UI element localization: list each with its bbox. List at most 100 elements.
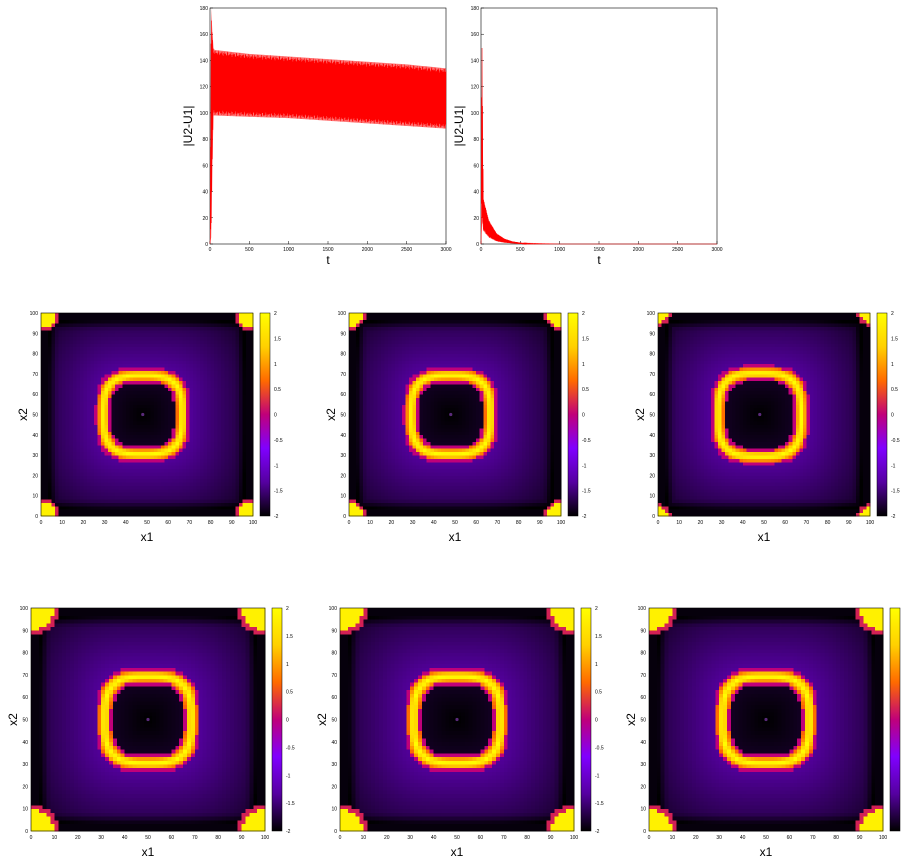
heatmap-cell: [200, 479, 204, 483]
heatmap-cell: [402, 475, 406, 479]
heatmap-cell: [391, 482, 395, 486]
heatmap-cell: [41, 357, 45, 361]
heatmap-cell: [59, 496, 63, 500]
heatmap-cell: [105, 482, 109, 486]
heatmap-cell: [66, 398, 70, 402]
heatmap-cell: [83, 448, 87, 452]
heatmap-cell: [370, 455, 374, 459]
heatmap-cell: [218, 337, 222, 341]
heatmap-cell: [391, 475, 395, 479]
heatmap-cell: [119, 465, 123, 469]
heatmap-cell: [214, 496, 218, 500]
heatmap-cell: [48, 469, 52, 473]
heatmap-cell: [133, 398, 137, 402]
heatmap-cell: [112, 465, 116, 469]
heatmap-cell: [189, 384, 193, 388]
heatmap-cell: [140, 509, 144, 513]
heatmap-cell: [175, 347, 179, 351]
heatmap-cell: [200, 506, 204, 510]
heatmap-cell: [398, 337, 402, 341]
heatmap-cell: [73, 421, 77, 425]
heatmap-cell: [416, 330, 420, 334]
heatmap-cell: [207, 350, 211, 354]
heatmap-cell: [207, 425, 211, 429]
heatmap-cell: [101, 354, 105, 358]
heatmap-cell: [129, 435, 133, 439]
heatmap-cell: [73, 313, 77, 317]
heatmap-cell: [214, 435, 218, 439]
y-tick-label: 0: [205, 242, 208, 248]
heatmap-cell: [140, 428, 144, 432]
heatmap-cell: [126, 360, 130, 364]
heatmap-cell: [239, 499, 243, 503]
heatmap-cell: [189, 347, 193, 351]
heatmap-cell: [182, 323, 186, 327]
heatmap-cell: [193, 428, 197, 432]
heatmap-cell: [388, 415, 392, 419]
heatmap-cell: [140, 398, 144, 402]
heatmap-cell: [228, 428, 232, 432]
heatmap-cell: [143, 509, 147, 513]
heatmap-cell: [80, 374, 84, 378]
heatmap-cell: [133, 469, 137, 473]
heatmap-cell: [356, 401, 360, 405]
heatmap-cell: [73, 486, 77, 490]
heatmap-cell: [196, 357, 200, 361]
heatmap-cell: [158, 421, 162, 425]
heatmap-cell: [45, 313, 49, 317]
heatmap-cell: [48, 398, 52, 402]
heatmap-cell: [94, 343, 98, 347]
heatmap-cell: [143, 374, 147, 378]
x-axis-label: t: [597, 253, 601, 267]
heatmap-cell: [98, 357, 102, 361]
x-tick-label: 40: [123, 520, 129, 526]
heatmap-cell: [108, 384, 112, 388]
heatmap-cell: [172, 428, 176, 432]
heatmap-cell: [112, 499, 116, 503]
heatmap-cell: [52, 374, 56, 378]
heatmap-cell: [381, 502, 385, 506]
heatmap-cell: [204, 421, 208, 425]
heatmap-cell: [374, 418, 378, 422]
heatmap-cell: [136, 431, 140, 435]
heatmap-cell: [225, 367, 229, 371]
heatmap-cell: [193, 408, 197, 412]
heatmap-cell: [416, 337, 420, 341]
heatmap-cell: [108, 330, 112, 334]
heatmap-cell: [189, 475, 193, 479]
heatmap-cell: [228, 337, 232, 341]
heatmap-cell: [207, 384, 211, 388]
heatmap-cell: [196, 411, 200, 415]
heatmap-cell: [76, 340, 80, 344]
heatmap-cell: [154, 333, 158, 337]
heatmap-cell: [87, 465, 91, 469]
heatmap-cell: [154, 475, 158, 479]
heatmap-cell: [143, 458, 147, 462]
heatmap-cell: [242, 442, 246, 446]
heatmap-cell: [143, 404, 147, 408]
heatmap-cell: [105, 330, 109, 334]
heatmap-cell: [413, 506, 417, 510]
heatmap-cell: [108, 442, 112, 446]
heatmap-cell: [395, 360, 399, 364]
heatmap-cell: [179, 428, 183, 432]
heatmap-cell: [391, 404, 395, 408]
heatmap-cell: [221, 398, 225, 402]
heatmap-cell: [349, 411, 353, 415]
heatmap-cell: [115, 333, 119, 337]
heatmap-cell: [186, 418, 190, 422]
heatmap-cell: [409, 448, 413, 452]
heatmap-cell: [363, 357, 367, 361]
heatmap-cell: [353, 458, 357, 462]
heatmap-cell: [377, 475, 381, 479]
heatmap-cell: [186, 475, 190, 479]
heatmap-cell: [101, 438, 105, 442]
heatmap-cell: [66, 438, 70, 442]
heatmap-cell: [214, 415, 218, 419]
heatmap-cell: [186, 387, 190, 391]
heatmap-cell: [413, 367, 417, 371]
heatmap-cell: [90, 323, 94, 327]
heatmap-cell: [69, 320, 73, 324]
heatmap-cell: [101, 327, 105, 331]
heatmap-cell: [143, 391, 147, 395]
